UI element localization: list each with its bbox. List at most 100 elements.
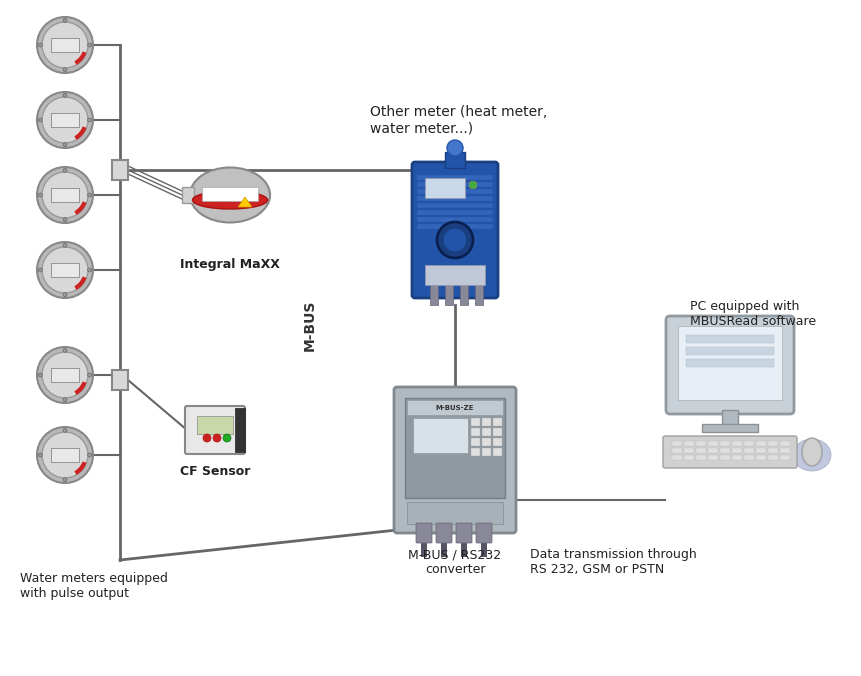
Circle shape <box>42 22 88 68</box>
Bar <box>481 542 487 557</box>
Bar <box>493 448 502 456</box>
Circle shape <box>223 434 231 442</box>
Bar <box>493 428 502 436</box>
Bar <box>425 178 465 198</box>
Circle shape <box>63 143 67 147</box>
Bar <box>720 455 730 460</box>
Bar <box>756 448 766 453</box>
Wedge shape <box>74 201 87 215</box>
Circle shape <box>42 172 88 218</box>
Bar <box>780 448 790 453</box>
Text: Integral MaXX: Integral MaXX <box>180 258 280 271</box>
Bar <box>471 438 480 446</box>
Circle shape <box>88 193 91 197</box>
Text: M-BUS: M-BUS <box>303 299 317 351</box>
Bar <box>441 542 447 557</box>
Bar <box>417 210 493 215</box>
Bar <box>744 455 754 460</box>
Bar <box>686 359 774 367</box>
Polygon shape <box>238 197 252 207</box>
Bar <box>732 441 742 446</box>
Bar <box>417 175 493 180</box>
Bar <box>722 410 738 425</box>
Text: PC equipped with
MBUSRead software: PC equipped with MBUSRead software <box>690 300 816 328</box>
FancyBboxPatch shape <box>436 523 452 543</box>
Circle shape <box>37 167 93 223</box>
Bar <box>197 416 233 434</box>
Bar <box>702 424 758 432</box>
Circle shape <box>63 478 67 481</box>
Bar <box>708 441 718 446</box>
Bar <box>430 285 438 305</box>
Bar <box>112 160 128 180</box>
Circle shape <box>63 168 67 172</box>
Wedge shape <box>74 51 87 65</box>
Bar <box>756 441 766 446</box>
Text: Data transmission through
RS 232, GSM or PSTN: Data transmission through RS 232, GSM or… <box>530 548 697 576</box>
Bar <box>482 448 491 456</box>
Wedge shape <box>74 276 87 290</box>
FancyBboxPatch shape <box>666 316 794 414</box>
Bar <box>407 502 503 524</box>
Bar <box>686 335 774 343</box>
Text: Other meter (heat meter,
water meter...): Other meter (heat meter, water meter...) <box>370 105 548 135</box>
Ellipse shape <box>802 438 822 466</box>
Circle shape <box>37 347 93 403</box>
Circle shape <box>63 293 67 297</box>
Circle shape <box>63 429 67 433</box>
Bar <box>235 408 245 452</box>
Bar <box>696 448 706 453</box>
Bar <box>744 441 754 446</box>
Bar <box>445 152 465 168</box>
Bar <box>461 542 467 557</box>
Bar <box>493 438 502 446</box>
Bar <box>678 326 782 400</box>
Wedge shape <box>74 126 87 140</box>
Bar <box>732 455 742 460</box>
Bar <box>51 38 79 52</box>
Bar <box>482 428 491 436</box>
Bar <box>768 455 778 460</box>
Bar <box>51 263 79 277</box>
Circle shape <box>469 181 477 189</box>
Bar <box>417 203 493 208</box>
Circle shape <box>42 352 88 398</box>
Bar <box>417 189 493 194</box>
Bar <box>417 196 493 201</box>
Circle shape <box>469 181 477 189</box>
Circle shape <box>37 242 93 298</box>
Circle shape <box>443 228 467 252</box>
Circle shape <box>63 68 67 72</box>
Bar <box>756 455 766 460</box>
Bar <box>672 455 682 460</box>
Ellipse shape <box>190 168 270 222</box>
Bar <box>684 448 694 453</box>
Circle shape <box>437 222 473 258</box>
Circle shape <box>447 140 463 156</box>
Bar <box>482 418 491 426</box>
Bar <box>51 368 79 382</box>
Bar <box>780 441 790 446</box>
Bar <box>780 455 790 460</box>
Bar <box>482 438 491 446</box>
Circle shape <box>39 193 42 197</box>
Circle shape <box>63 243 67 247</box>
Bar <box>686 347 774 355</box>
Bar <box>696 455 706 460</box>
Circle shape <box>469 181 477 189</box>
Bar <box>471 428 480 436</box>
Bar <box>744 448 754 453</box>
Circle shape <box>39 373 42 377</box>
FancyBboxPatch shape <box>416 523 432 543</box>
Circle shape <box>37 427 93 483</box>
Bar <box>684 441 694 446</box>
Bar <box>696 441 706 446</box>
FancyBboxPatch shape <box>663 436 797 468</box>
Bar <box>720 441 730 446</box>
Circle shape <box>63 348 67 352</box>
Circle shape <box>63 397 67 402</box>
Bar <box>202 187 258 201</box>
Bar <box>475 285 483 305</box>
Circle shape <box>39 118 42 122</box>
Circle shape <box>42 247 88 293</box>
